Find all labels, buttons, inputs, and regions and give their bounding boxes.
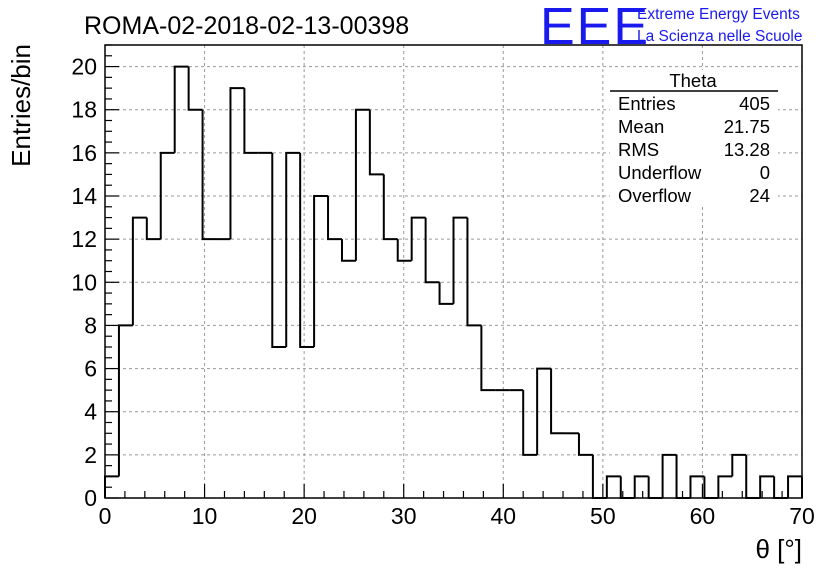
histogram-bin-1 <box>117 324 133 477</box>
x-axis-label: θ [°] <box>755 534 802 564</box>
histogram-bin-46 <box>745 454 761 499</box>
x-tick-label-1: 10 <box>192 503 218 529</box>
histogram-bin-20 <box>382 174 398 241</box>
histogram-bin-39 <box>647 476 663 499</box>
y-tick-label-8: 16 <box>71 140 97 166</box>
histogram-bin-21 <box>396 239 412 262</box>
logo-line-1: Extreme Energy Events <box>637 6 800 23</box>
y-axis-label: Entries/bin <box>6 44 36 167</box>
histogram-bin-2 <box>131 216 147 326</box>
histogram-bin-23 <box>424 217 440 284</box>
histogram-bin-42 <box>689 475 705 498</box>
histogram-bin-30 <box>522 390 538 456</box>
x-tick-label-0: 0 <box>99 503 112 529</box>
x-tick-label-5: 50 <box>590 503 616 529</box>
y-tick-label-7: 14 <box>71 183 97 209</box>
x-tick-label-2: 20 <box>291 503 317 529</box>
y-tick-label-5: 10 <box>71 269 97 295</box>
histogram-bin-35 <box>591 454 607 499</box>
histogram-bin-16 <box>327 196 342 241</box>
histogram-bin-5 <box>173 65 189 153</box>
y-tick-label-6: 12 <box>71 226 97 252</box>
histogram-bin-14 <box>299 152 315 348</box>
stats-label-underflow: Underflow <box>618 162 702 183</box>
histogram-bin-31 <box>536 367 552 455</box>
x-axis-ticks: 0 10 20 30 40 50 60 70 <box>99 484 815 529</box>
logo-text: EEE <box>540 0 650 56</box>
x-tick-label-4: 40 <box>490 503 516 529</box>
stats-label-rms: RMS <box>618 139 659 160</box>
histogram-bin-17 <box>340 239 356 262</box>
y-tick-label-4: 8 <box>84 312 97 338</box>
stats-box: Theta Entries 405 Mean 21.75 RMS 13.28 U… <box>610 70 778 206</box>
histogram-bin-25 <box>452 216 468 304</box>
stats-value-rms: 13.28 <box>724 139 770 160</box>
x-tick-label-3: 30 <box>391 503 417 529</box>
histogram-bin-26 <box>466 217 482 327</box>
histogram-bin-12 <box>271 152 287 348</box>
y-tick-label-0: 0 <box>84 485 97 511</box>
histogram-bin-32 <box>550 368 566 435</box>
histogram-bin-13 <box>285 151 301 347</box>
histogram-bin-45 <box>731 453 747 477</box>
stats-value-mean: 21.75 <box>724 116 770 137</box>
histogram-bin-48 <box>773 476 789 499</box>
histogram-bin-49 <box>787 475 802 498</box>
histogram-bin-22 <box>410 216 426 261</box>
stats-value-underflow: 0 <box>760 162 770 183</box>
histogram-bin-15 <box>313 195 329 347</box>
histogram-bars <box>104 65 803 499</box>
chart-title: ROMA-02-2018-02-13-00398 <box>84 12 409 40</box>
histogram-bin-7 <box>201 109 217 241</box>
y-axis-ticks: 0 2 4 6 8 10 12 14 16 18 20 <box>71 44 119 511</box>
y-tick-label-10: 20 <box>71 54 97 80</box>
x-tick-label-7: 70 <box>789 503 815 529</box>
histogram-bin-38 <box>633 475 649 498</box>
histogram-bin-47 <box>759 475 775 498</box>
stats-label-entries: Entries <box>618 93 676 114</box>
histogram-bin-44 <box>717 475 733 498</box>
y-tick-label-1: 2 <box>84 442 97 468</box>
histogram-bin-18 <box>354 108 370 261</box>
stats-value-entries: 405 <box>739 93 770 114</box>
histogram-bin-40 <box>661 453 677 498</box>
histogram-bin-19 <box>368 109 384 176</box>
histogram-bin-43 <box>703 476 719 499</box>
histogram-bin-6 <box>187 66 203 111</box>
x-tick-label-6: 60 <box>690 503 716 529</box>
histogram-bin-3 <box>145 217 161 241</box>
histogram-bin-24 <box>438 282 454 305</box>
histogram-bin-34 <box>577 433 593 456</box>
eee-logo: EEE Extreme Energy Events La Scienza nel… <box>540 0 802 56</box>
y-tick-label-9: 18 <box>71 97 97 123</box>
histogram-bin-4 <box>159 151 175 240</box>
stats-value-overflow: 24 <box>749 185 770 206</box>
y-tick-label-2: 4 <box>84 399 97 425</box>
histogram-bin-41 <box>675 454 691 499</box>
logo-line-2: La Scienza nelle Scuole <box>637 28 802 45</box>
histogram-bin-27 <box>480 325 496 392</box>
stats-label-overflow: Overflow <box>618 185 692 206</box>
y-tick-label-3: 6 <box>84 356 97 382</box>
histogram-bin-36 <box>605 475 621 498</box>
histogram-bin-9 <box>229 87 245 240</box>
stats-label-mean: Mean <box>618 116 664 137</box>
histogram-bin-10 <box>243 88 259 154</box>
stats-box-background <box>610 70 778 206</box>
stats-box-title: Theta <box>669 70 717 91</box>
